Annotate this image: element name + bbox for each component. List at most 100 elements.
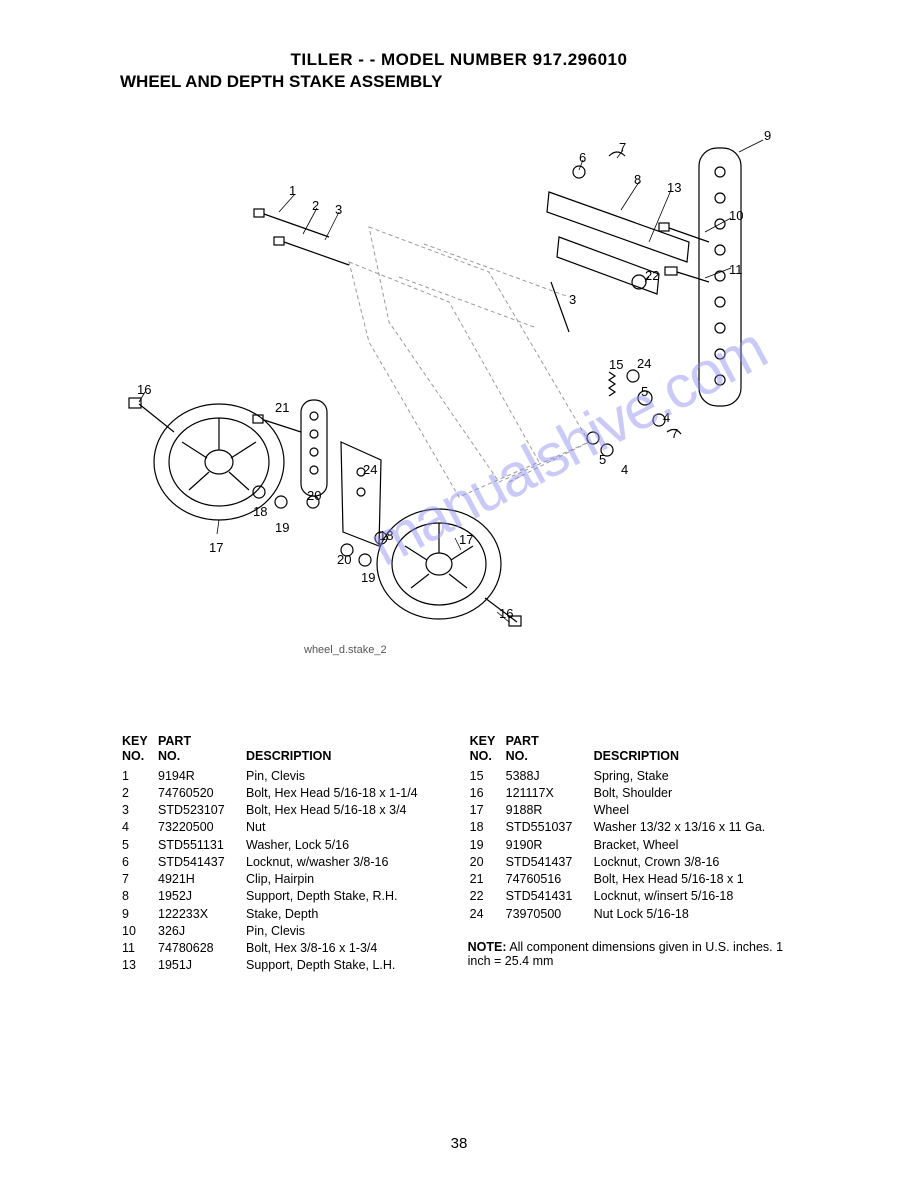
cell-part: 9188R <box>506 803 592 818</box>
cell-desc: Bolt, Hex 3/8-16 x 1-3/4 <box>246 941 426 956</box>
cell-part: STD541437 <box>158 855 244 870</box>
cell-key: 16 <box>470 786 504 801</box>
cell-desc: Clip, Hairpin <box>246 872 426 887</box>
table-row: 18STD551037Washer 13/32 x 13/16 x 11 Ga. <box>470 820 774 835</box>
table-row: 155388JSpring, Stake <box>470 769 774 784</box>
cell-key: 4 <box>122 820 156 835</box>
callout-20: 20 <box>337 552 351 567</box>
cell-key: 1 <box>122 769 156 784</box>
cell-part: 326J <box>158 924 244 939</box>
note-block: NOTE: All component dimensions given in … <box>468 940 788 968</box>
cell-key: 24 <box>470 907 504 922</box>
cell-key: 10 <box>122 924 156 939</box>
table-row: 179188RWheel <box>470 803 774 818</box>
callout-16: 16 <box>499 606 513 621</box>
cell-desc: Locknut, w/washer 3/8-16 <box>246 855 426 870</box>
cell-part: 122233X <box>158 907 244 922</box>
page-number: 38 <box>0 1135 918 1152</box>
table-row: 74921HClip, Hairpin <box>122 872 426 887</box>
callout-5: 5 <box>641 384 648 399</box>
cell-part: STD541431 <box>506 889 592 904</box>
cell-key: 18 <box>470 820 504 835</box>
hdr-key-2b: NO. <box>470 749 492 763</box>
main-title: TILLER - - MODEL NUMBER 917.296010 <box>0 50 918 70</box>
cell-desc: Nut <box>246 820 426 835</box>
callout-17: 17 <box>209 540 223 555</box>
cell-part: 4921H <box>158 872 244 887</box>
callout-13: 13 <box>667 180 681 195</box>
hdr-key-1b: KEY <box>470 734 496 748</box>
callout-17: 17 <box>459 532 473 547</box>
callout-4: 4 <box>663 410 670 425</box>
hdr-desc: DESCRIPTION <box>246 749 331 763</box>
callout-19: 19 <box>275 520 289 535</box>
table-row: 3STD523107Bolt, Hex Head 5/16-18 x 3/4 <box>122 803 426 818</box>
callout-4: 4 <box>621 462 628 477</box>
hdr-key-1: KEY <box>122 734 148 748</box>
note-text: All component dimensions given in U.S. i… <box>468 940 783 968</box>
table-row: 473220500Nut <box>122 820 426 835</box>
callout-9: 9 <box>764 128 771 143</box>
cell-key: 6 <box>122 855 156 870</box>
callout-1: 1 <box>289 183 296 198</box>
callout-22: 22 <box>645 268 659 283</box>
callout-10: 10 <box>729 208 743 223</box>
cell-desc: Washer, Lock 5/16 <box>246 838 426 853</box>
hdr-part-2b: NO. <box>506 749 528 763</box>
cell-part: 74760516 <box>506 872 592 887</box>
table-header: KEYNO. PARTNO. DESCRIPTION <box>122 734 426 767</box>
callout-24: 24 <box>637 356 651 371</box>
cell-part: STD523107 <box>158 803 244 818</box>
hdr-part-1b: PART <box>506 734 539 748</box>
table-row: 1174780628Bolt, Hex 3/8-16 x 1-3/4 <box>122 941 426 956</box>
table-row: 16121117XBolt, Shoulder <box>470 786 774 801</box>
callout-7: 7 <box>671 426 678 441</box>
cell-part: STD551037 <box>506 820 592 835</box>
note-label: NOTE: <box>468 940 507 954</box>
table-row: 2473970500Nut Lock 5/16-18 <box>470 907 774 922</box>
callout-24: 24 <box>363 462 377 477</box>
callout-16: 16 <box>137 382 151 397</box>
cell-desc: Pin, Clevis <box>246 924 426 939</box>
table-row: 22STD541431Locknut, w/insert 5/16-18 <box>470 889 774 904</box>
cell-part: 73970500 <box>506 907 592 922</box>
table-row: 20STD541437Locknut, Crown 3/8-16 <box>470 855 774 870</box>
callout-21: 21 <box>275 400 289 415</box>
cell-desc: Bolt, Hex Head 5/16-18 x 1-1/4 <box>246 786 426 801</box>
cell-desc: Spring, Stake <box>594 769 774 784</box>
table-row: 19194RPin, Clevis <box>122 769 426 784</box>
callout-19: 19 <box>361 570 375 585</box>
cell-key: 15 <box>470 769 504 784</box>
cell-desc: Nut Lock 5/16-18 <box>594 907 774 922</box>
cell-desc: Stake, Depth <box>246 907 426 922</box>
cell-desc: Support, Depth Stake, R.H. <box>246 889 426 904</box>
cell-desc: Support, Depth Stake, L.H. <box>246 958 426 973</box>
callout-6: 6 <box>579 150 586 165</box>
exploded-diagram: 1236781391011223152454754162120181917241… <box>69 132 849 672</box>
diagram-caption: wheel_d.stake_2 <box>304 644 387 656</box>
table-row: 274760520Bolt, Hex Head 5/16-18 x 1-1/4 <box>122 786 426 801</box>
cell-part: STD551131 <box>158 838 244 853</box>
cell-key: 5 <box>122 838 156 853</box>
cell-desc: Bolt, Shoulder <box>594 786 774 801</box>
cell-key: 7 <box>122 872 156 887</box>
cell-key: 13 <box>122 958 156 973</box>
table-row: 2174760516Bolt, Hex Head 5/16-18 x 1 <box>470 872 774 887</box>
cell-key: 2 <box>122 786 156 801</box>
table-row: 5STD551131Washer, Lock 5/16 <box>122 838 426 853</box>
parts-table-right: KEYNO. PARTNO. DESCRIPTION 155388JSpring… <box>468 732 788 976</box>
cell-part: 121117X <box>506 786 592 801</box>
parts-tables: KEYNO. PARTNO. DESCRIPTION 19194RPin, Cl… <box>0 672 918 976</box>
callout-18: 18 <box>379 528 393 543</box>
table-row: 131951JSupport, Depth Stake, L.H. <box>122 958 426 973</box>
table-row: 9122233XStake, Depth <box>122 907 426 922</box>
cell-part: STD541437 <box>506 855 592 870</box>
hdr-desc-b: DESCRIPTION <box>594 749 679 763</box>
cell-part: 73220500 <box>158 820 244 835</box>
cell-desc: Bracket, Wheel <box>594 838 774 853</box>
cell-part: 9194R <box>158 769 244 784</box>
hdr-part-1: PART <box>158 734 191 748</box>
cell-key: 8 <box>122 889 156 904</box>
hdr-key-2: NO. <box>122 749 144 763</box>
table-header: KEYNO. PARTNO. DESCRIPTION <box>470 734 774 767</box>
